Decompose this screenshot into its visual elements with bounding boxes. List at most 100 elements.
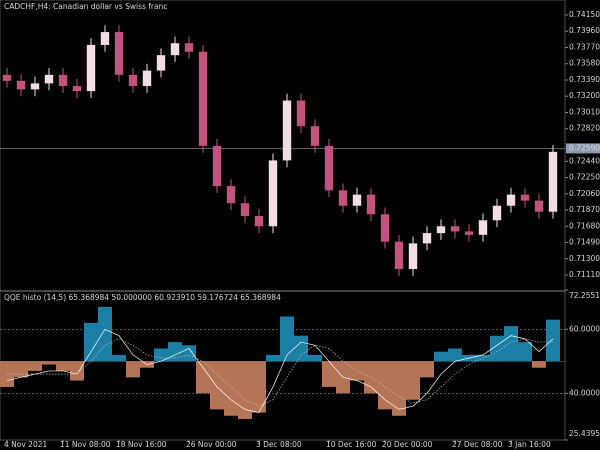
signal-line xyxy=(7,338,553,407)
y-tick-label: 0.71110 xyxy=(569,270,600,279)
candle-body xyxy=(212,145,222,187)
histogram-bar xyxy=(322,361,336,387)
y-tick-label: 0.72820 xyxy=(569,124,600,133)
x-tick-label: 26 Nov 00:00 xyxy=(186,440,237,449)
candle-body xyxy=(436,226,446,234)
histogram-bar xyxy=(70,361,84,381)
candle-body xyxy=(268,160,278,227)
candle-body xyxy=(226,186,236,204)
x-tick-label: 20 Dec 00:00 xyxy=(382,440,433,449)
candle-body xyxy=(86,44,96,92)
candle-body xyxy=(352,194,362,206)
y-tick-label: 0.74150 xyxy=(569,10,600,19)
histogram-bar xyxy=(280,316,294,362)
y-tick-label: 0.73960 xyxy=(569,26,600,35)
y-tick-label: 60.000000 xyxy=(569,324,600,333)
histogram-bar xyxy=(14,361,28,378)
histogram-bar xyxy=(448,348,462,362)
y-tick-label: 0.72060 xyxy=(569,189,600,198)
candle-body xyxy=(30,83,40,90)
histogram-bar xyxy=(392,361,406,416)
histogram-bar xyxy=(126,361,140,378)
histogram-bar xyxy=(154,348,168,362)
histogram-bar xyxy=(84,322,98,362)
candle-body xyxy=(198,51,208,146)
histogram-bar xyxy=(238,361,252,419)
candle-body xyxy=(100,32,110,45)
histogram-bar xyxy=(56,361,70,371)
x-tick-label: 18 Nov 16:00 xyxy=(116,440,167,449)
y-tick-label: 0.71680 xyxy=(569,221,600,230)
histogram-bar xyxy=(490,335,504,362)
candle-body xyxy=(520,194,530,201)
histogram-bar xyxy=(518,342,532,362)
last-price-box xyxy=(566,143,600,154)
x-tick-label: 27 Dec 08:00 xyxy=(452,440,503,449)
x-tick-label: 3 Jan 16:00 xyxy=(508,440,551,449)
candle-body xyxy=(2,74,12,81)
candle-body xyxy=(16,80,26,90)
histogram-bar xyxy=(196,361,210,394)
histogram-bar xyxy=(210,361,224,410)
histogram-bar xyxy=(266,354,280,362)
histogram-bar xyxy=(532,361,546,368)
indicator-title: QQE histo (14,5) 65.368984 50.000000 60.… xyxy=(4,293,281,302)
candle-body xyxy=(324,145,334,191)
candle-body xyxy=(72,85,82,92)
histogram-bar xyxy=(546,319,560,362)
candle-body xyxy=(282,100,292,161)
candle-body xyxy=(156,55,166,71)
y-tick-label: 25.439537 xyxy=(569,429,600,438)
candle-body xyxy=(492,205,502,221)
last-price-label: 0.72590 xyxy=(569,143,600,152)
y-tick-label: 0.73200 xyxy=(569,91,600,100)
candle-body xyxy=(254,216,264,227)
chart-title: CADCHF,H4: Canadian dollar vs Swiss fran… xyxy=(4,2,167,11)
candle-body xyxy=(422,233,432,244)
histogram-bar xyxy=(308,354,322,362)
candle-body xyxy=(310,126,320,146)
candle-body xyxy=(506,194,516,206)
candle-body xyxy=(548,151,558,212)
y-tick-label: 72.255174 xyxy=(569,291,600,300)
x-tick-label: 11 Nov 08:00 xyxy=(60,440,111,449)
histogram-bar xyxy=(98,306,112,362)
candle-body xyxy=(380,214,390,242)
y-tick-label: 0.73770 xyxy=(569,42,600,51)
candle-body xyxy=(240,203,250,217)
histogram-bar xyxy=(420,361,434,378)
histogram-bar xyxy=(434,351,448,362)
candle-body xyxy=(450,226,460,232)
y-tick-label: 0.71300 xyxy=(569,254,600,263)
candle-body xyxy=(44,74,54,84)
y-tick-label: 40.000000 xyxy=(569,388,600,397)
x-tick-label: 4 Nov 2021 xyxy=(4,440,47,449)
candle-body xyxy=(534,200,544,212)
candle-body xyxy=(58,74,68,86)
histogram-bar xyxy=(294,335,308,362)
histogram-bar xyxy=(112,354,126,362)
candle-body xyxy=(184,43,194,52)
x-tick-label: 10 Dec 16:00 xyxy=(326,440,377,449)
histogram-bar xyxy=(182,345,196,362)
candle-body xyxy=(394,241,404,270)
x-tick-label: 3 Dec 08:00 xyxy=(256,440,302,449)
histogram-bar xyxy=(252,361,266,413)
candle-body xyxy=(464,231,474,235)
y-tick-label: 0.73390 xyxy=(569,75,600,84)
candle-body xyxy=(170,43,180,56)
histogram-bar xyxy=(504,326,518,362)
histogram-bar xyxy=(42,361,56,365)
y-tick-label: 0.72440 xyxy=(569,156,600,165)
candle-body xyxy=(338,190,348,206)
y-tick-label: 0.71490 xyxy=(569,238,600,247)
plot-frame xyxy=(0,0,566,441)
candle-body xyxy=(114,32,124,75)
histogram-bar xyxy=(378,361,392,410)
y-tick-label: 0.73580 xyxy=(569,59,600,68)
y-tick-label: 0.73010 xyxy=(569,107,600,116)
candle-body xyxy=(478,220,488,235)
candle-body xyxy=(408,243,418,270)
candle-body xyxy=(366,194,376,215)
